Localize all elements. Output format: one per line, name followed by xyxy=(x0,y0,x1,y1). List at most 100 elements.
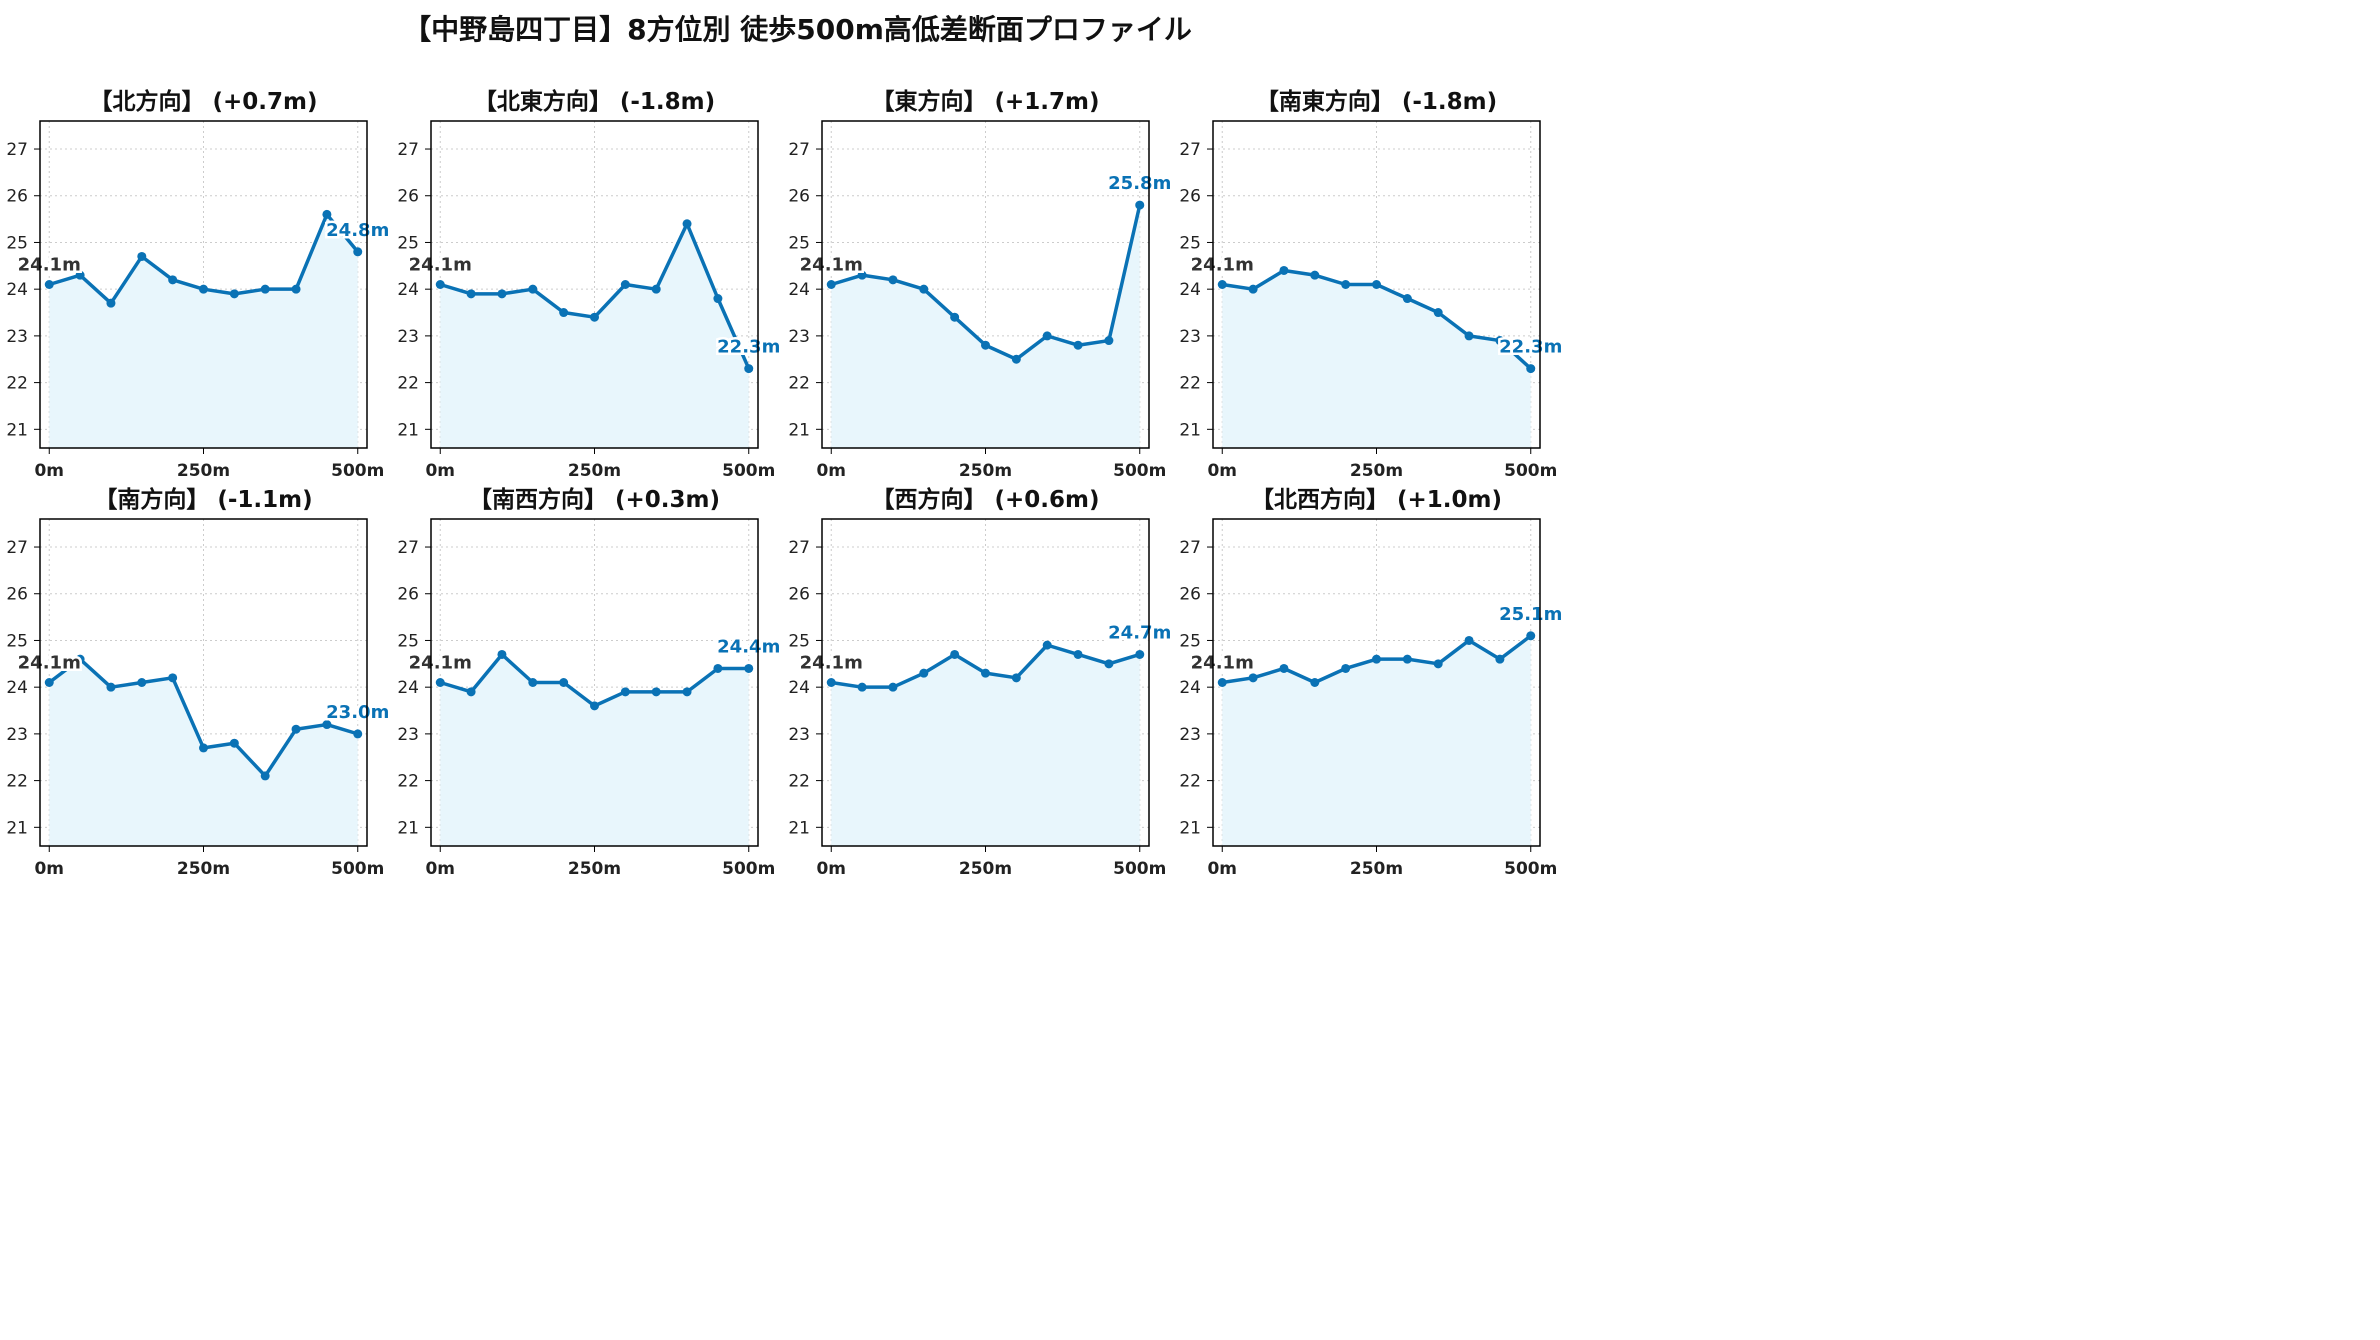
plot-frame xyxy=(39,518,368,847)
data-point xyxy=(1495,336,1505,346)
x-tick-label: 250m xyxy=(1350,461,1403,481)
data-point xyxy=(1135,649,1145,659)
data-point xyxy=(590,312,599,322)
data-point xyxy=(168,275,178,285)
end-value-label: 25.1m xyxy=(1499,604,1562,625)
y-tick-label: 27 xyxy=(397,140,419,160)
y-tick-label: 21 xyxy=(397,818,419,838)
start-value-label: 24.1m xyxy=(18,255,81,276)
elevation-area xyxy=(831,205,1140,448)
y-tick-label: 22 xyxy=(397,374,419,394)
data-point xyxy=(497,289,507,299)
y-tick-label: 27 xyxy=(6,538,28,558)
y-tick-label: 21 xyxy=(397,420,419,440)
start-value-label: 24.1m xyxy=(1191,255,1254,276)
elevation-area xyxy=(49,214,358,448)
x-tick-label: 500m xyxy=(331,461,384,481)
start-value-label: 24.1m xyxy=(800,653,863,674)
x-tick-label: 250m xyxy=(177,859,230,879)
data-point xyxy=(44,280,54,289)
y-tick-label: 22 xyxy=(397,772,419,792)
y-tick-label: 22 xyxy=(788,772,810,792)
panel-title: 【北方向】 (+0.7m) xyxy=(89,88,317,115)
x-tick-label: 500m xyxy=(1504,859,1557,879)
chart-panel-3: 【東方向】 (+1.7m) 21 22 23 24 25 26 27 0m 250m 500m 24.… xyxy=(788,88,1173,481)
y-tick-label: 25 xyxy=(1179,631,1201,651)
y-tick-label: 27 xyxy=(788,140,810,160)
x-tick-label: 500m xyxy=(1504,461,1557,481)
data-point xyxy=(713,294,723,304)
y-tick-label: 26 xyxy=(397,585,419,605)
y-tick-label: 22 xyxy=(1179,374,1201,394)
elevation-area xyxy=(831,645,1140,846)
y-tick-label: 21 xyxy=(6,420,28,440)
data-point xyxy=(981,340,990,350)
data-point xyxy=(168,673,178,683)
x-tick-label: 250m xyxy=(177,461,230,481)
y-tick-label: 23 xyxy=(397,725,419,745)
end-value-label: 24.4m xyxy=(717,636,780,657)
data-point xyxy=(229,289,239,299)
y-tick-label: 22 xyxy=(1179,772,1201,792)
y-tick-label: 22 xyxy=(6,374,28,394)
x-tick-label: 250m xyxy=(959,859,1012,879)
data-point xyxy=(1135,200,1145,210)
data-point xyxy=(826,280,836,289)
data-point xyxy=(1372,654,1381,664)
y-tick-label: 25 xyxy=(1179,233,1201,253)
panel-title: 【南東方向】 (-1.8m) xyxy=(1256,88,1497,115)
x-tick-label: 0m xyxy=(1207,461,1237,481)
data-point xyxy=(826,678,836,687)
data-point xyxy=(559,308,569,318)
data-point xyxy=(106,298,116,308)
data-point xyxy=(857,682,867,692)
y-tick-label: 25 xyxy=(788,631,810,651)
data-point xyxy=(559,678,569,687)
data-point xyxy=(322,720,332,730)
panel-title: 【西方向】 (+0.6m) xyxy=(871,486,1099,513)
data-point xyxy=(75,654,85,664)
x-tick-label: 0m xyxy=(816,461,846,481)
data-point xyxy=(1011,673,1021,683)
end-value-label: 22.3m xyxy=(1499,337,1562,358)
x-tick-label: 250m xyxy=(959,461,1012,481)
y-tick-label: 27 xyxy=(788,538,810,558)
plot-frame xyxy=(821,518,1150,847)
data-point xyxy=(651,687,661,697)
data-point xyxy=(322,209,332,219)
data-point xyxy=(888,275,898,285)
elevation-area xyxy=(49,659,358,846)
data-point xyxy=(1341,280,1351,289)
chart-panel-5: 【南方向】 (-1.1m) 21 22 23 24 25 26 27 0m 250m 500m 24.… xyxy=(6,486,391,879)
panel-title: 【北東方向】 (-1.8m) xyxy=(474,88,715,115)
data-point xyxy=(1042,331,1052,341)
x-tick-label: 500m xyxy=(1113,461,1166,481)
y-tick-label: 26 xyxy=(788,187,810,207)
y-tick-label: 22 xyxy=(6,772,28,792)
data-point xyxy=(1526,364,1536,374)
y-tick-label: 27 xyxy=(397,538,419,558)
y-tick-label: 26 xyxy=(397,187,419,207)
elevation-area xyxy=(1222,635,1531,846)
data-point xyxy=(75,270,85,280)
start-value-label: 24.1m xyxy=(800,255,863,276)
data-point xyxy=(651,284,661,294)
x-tick-label: 250m xyxy=(568,461,621,481)
plot-frame xyxy=(821,120,1150,449)
data-point xyxy=(744,364,754,374)
data-point xyxy=(1464,635,1474,645)
data-point xyxy=(1011,354,1021,364)
y-tick-label: 26 xyxy=(788,585,810,605)
y-tick-label: 25 xyxy=(6,233,28,253)
chart-panel-7: 【西方向】 (+0.6m) 21 22 23 24 25 26 27 0m 250m 500m 24.… xyxy=(788,486,1173,879)
end-value-label: 24.8m xyxy=(326,220,389,241)
y-tick-label: 23 xyxy=(6,327,28,347)
y-tick-label: 24 xyxy=(1179,280,1201,300)
chart-panel-4: 【南東方向】 (-1.8m) 21 22 23 24 25 26 27 0m 250m 500m 24… xyxy=(1179,88,1564,481)
y-tick-label: 24 xyxy=(397,678,419,698)
plot-frame xyxy=(1212,120,1541,449)
data-point xyxy=(1104,659,1114,669)
y-tick-label: 21 xyxy=(788,420,810,440)
data-point xyxy=(1279,663,1289,673)
data-point xyxy=(435,678,445,687)
